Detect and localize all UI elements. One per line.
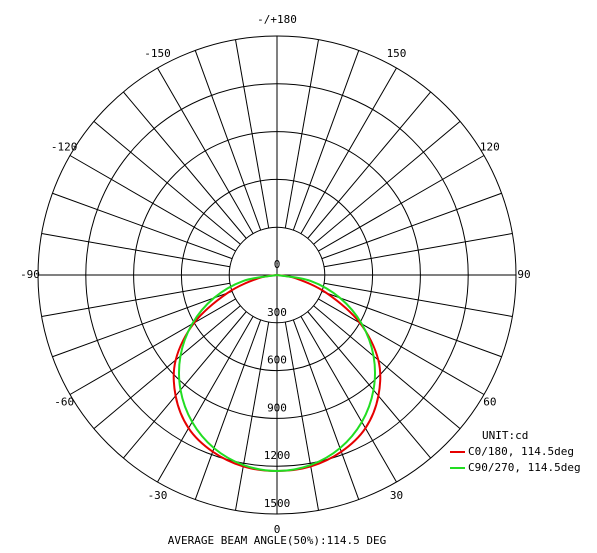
spoke [122,91,247,239]
spoke [300,316,397,483]
r-tick-label: 900 [267,401,287,414]
angle-tick-label: 90 [517,268,530,281]
angle-tick-label: -60 [54,396,74,409]
legend-label: C90/270, 114.5deg [468,461,581,474]
angle-tick-label: 120 [480,141,500,154]
angle-tick-label: 60 [483,396,496,409]
spoke [300,67,397,234]
r-tick-label: 1500 [264,497,291,510]
unit-label: UNIT:cd [482,429,528,442]
spoke [318,155,485,252]
spoke [292,50,360,231]
spoke [41,282,231,317]
spoke [157,67,254,234]
spoke [284,321,319,511]
spoke [194,319,262,500]
spoke [318,298,485,395]
spoke [321,192,502,260]
angle-tick-label: -30 [148,489,168,502]
angle-tick-label: 150 [387,47,407,60]
spoke [313,305,461,430]
spoke [323,282,513,317]
spoke [284,39,319,229]
spoke [307,91,432,239]
legend-label: C0/180, 114.5deg [468,445,574,458]
spoke [157,316,254,483]
spoke [292,319,360,500]
spoke [313,120,461,245]
spoke [321,290,502,358]
spoke [194,50,262,231]
r-tick-label: 0 [274,258,281,271]
spoke [235,321,270,511]
angle-tick-label: -90 [20,268,40,281]
r-tick-label: 300 [267,306,287,319]
spoke [41,233,231,268]
angle-tick-label: 30 [390,489,403,502]
footer: AVERAGE BEAM ANGLE(50%):114.5 DEG [168,534,387,547]
spoke [323,233,513,268]
spoke [93,120,241,245]
r-tick-label: 1200 [264,449,291,462]
angle-tick-label: 0 [274,523,281,536]
spoke [122,311,247,459]
spoke [235,39,270,229]
angle-tick-label: -/+180 [257,13,297,26]
spoke [307,311,432,459]
spoke [69,155,236,252]
series-curve [178,274,376,472]
angle-tick-label: -120 [51,141,78,154]
spoke [69,298,236,395]
angle-tick-label: -150 [144,47,171,60]
spoke [93,305,241,430]
spoke [52,192,233,260]
r-tick-label: 600 [267,354,287,367]
spoke [52,290,233,358]
